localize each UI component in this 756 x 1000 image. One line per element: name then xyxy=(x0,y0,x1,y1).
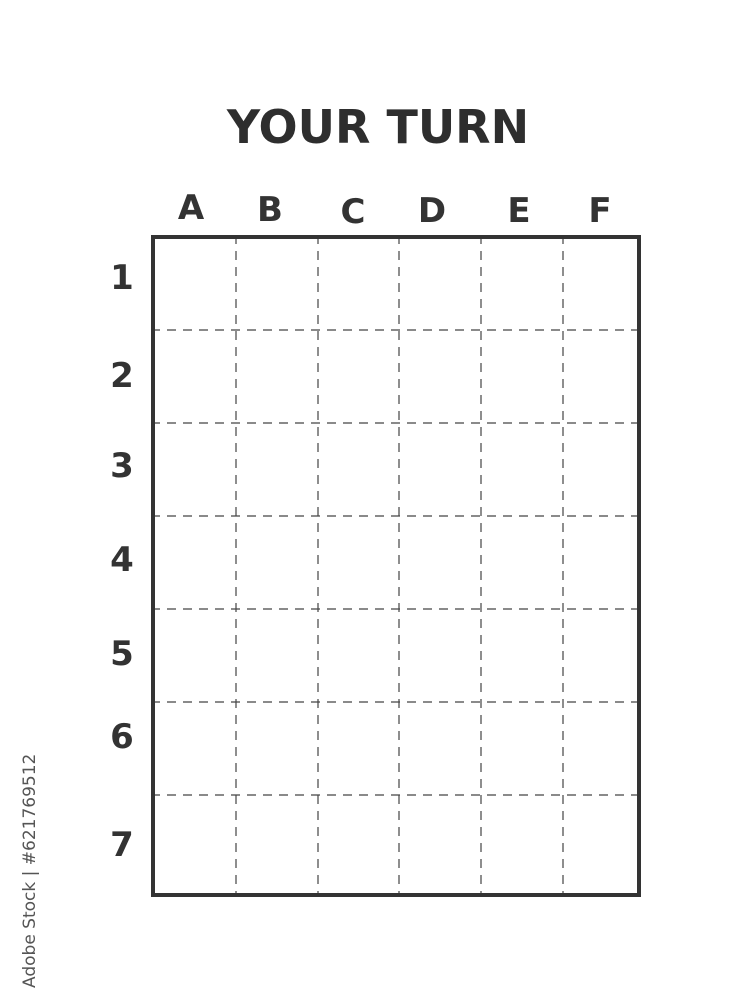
row-label-2: 2 xyxy=(110,356,134,396)
stock-watermark: Adobe Stock | #621769512 xyxy=(20,754,40,988)
row-label-5: 5 xyxy=(110,634,134,674)
grid-border xyxy=(151,235,641,897)
watermark-brand: Adobe Stock xyxy=(20,881,40,988)
column-label-f: F xyxy=(588,191,612,231)
column-label-c: C xyxy=(340,192,366,232)
row-label-1: 1 xyxy=(110,258,134,298)
column-label-d: D xyxy=(417,191,447,231)
column-label-e: E xyxy=(507,191,531,231)
row-label-3: 3 xyxy=(110,446,134,486)
column-label-b: B xyxy=(257,190,283,230)
watermark-id: #621769512 xyxy=(20,753,40,866)
grid-dashed-lines xyxy=(151,235,641,897)
row-label-4: 4 xyxy=(110,540,134,580)
worksheet-title: YOUR TURN xyxy=(226,100,530,154)
row-label-6: 6 xyxy=(110,717,134,757)
row-label-7: 7 xyxy=(110,825,134,865)
column-label-a: A xyxy=(177,188,205,228)
answer-grid xyxy=(151,235,641,897)
watermark-separator: | xyxy=(20,870,40,877)
